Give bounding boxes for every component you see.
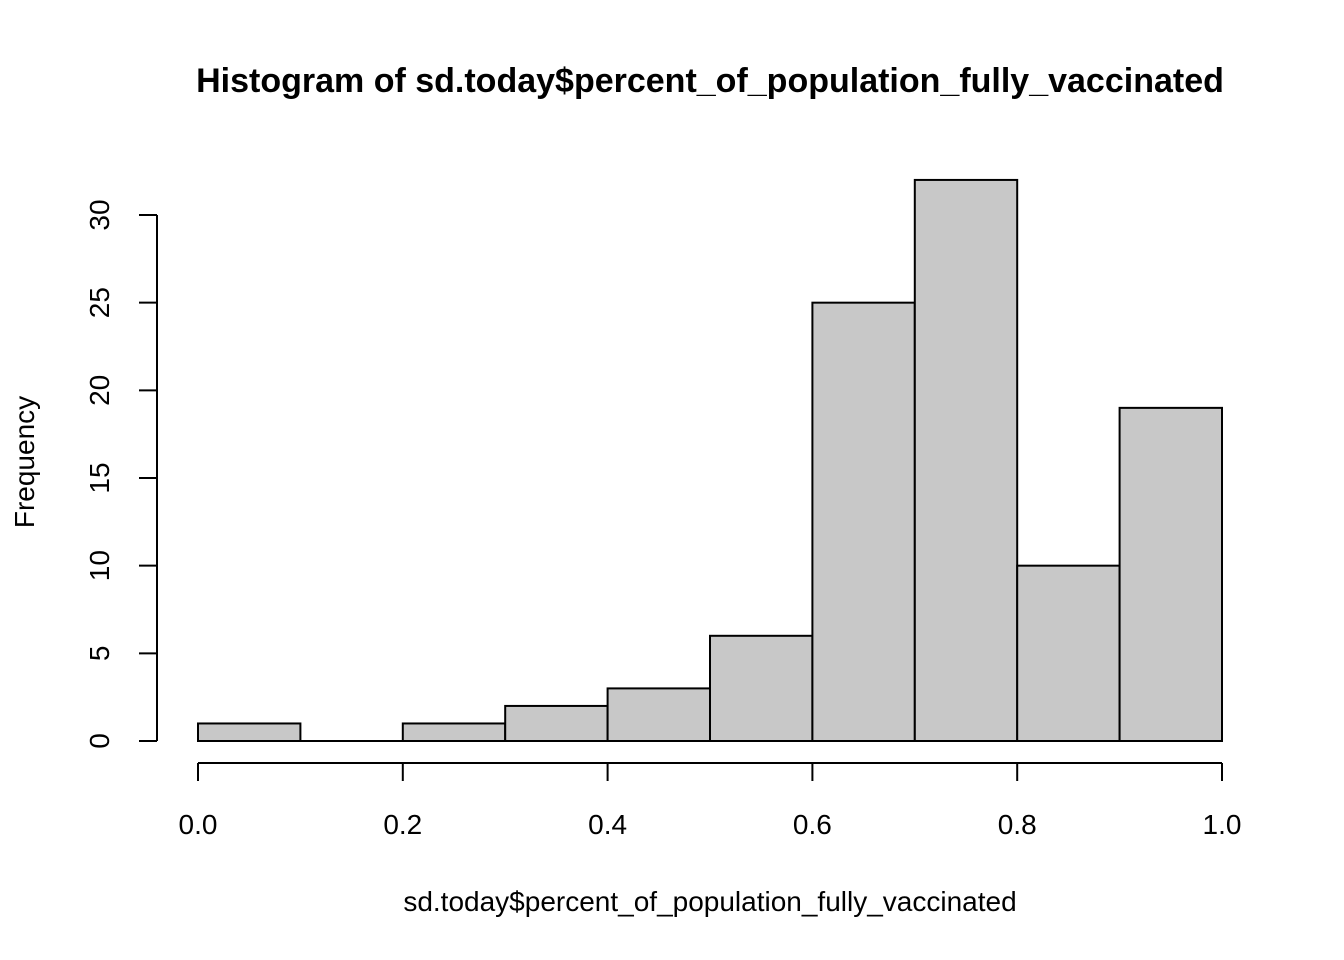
x-axis-label: sd.today$percent_of_population_fully_vac…	[403, 886, 1016, 917]
histogram-bar	[913, 178, 1019, 742]
x-tick-label: 0.6	[793, 809, 832, 840]
x-tick-label: 0.8	[998, 809, 1037, 840]
y-tick-label: 0	[84, 733, 115, 749]
y-tick-label: 5	[84, 646, 115, 662]
y-tick-label: 10	[84, 550, 115, 581]
histogram-bar	[504, 704, 609, 743]
bars-group	[197, 178, 1223, 743]
y-tick-label: 20	[84, 375, 115, 406]
histogram-bar	[606, 687, 711, 743]
histogram-bar	[709, 634, 814, 742]
x-tick-label: 0.0	[179, 809, 218, 840]
y-tick-label: 15	[84, 462, 115, 493]
histogram-bar	[811, 301, 916, 742]
x-tick-label: 0.2	[383, 809, 422, 840]
histogram-bar	[1016, 564, 1121, 743]
y-tick-label: 25	[84, 287, 115, 318]
histogram-bar	[1118, 406, 1223, 742]
x-tick-label: 0.4	[588, 809, 627, 840]
y-tick-label: 30	[84, 199, 115, 230]
y-axis: 0 5 10 15 20 25 30	[84, 199, 158, 749]
histogram-bar	[197, 722, 302, 743]
chart-title: Histogram of sd.today$percent_of_populat…	[196, 62, 1224, 100]
x-axis: 0.0 0.2 0.4 0.6 0.8 1.0	[179, 762, 1242, 840]
x-tick-label: 1.0	[1203, 809, 1242, 840]
y-axis-label: Frequency	[9, 396, 40, 528]
histogram-bar	[401, 722, 507, 743]
